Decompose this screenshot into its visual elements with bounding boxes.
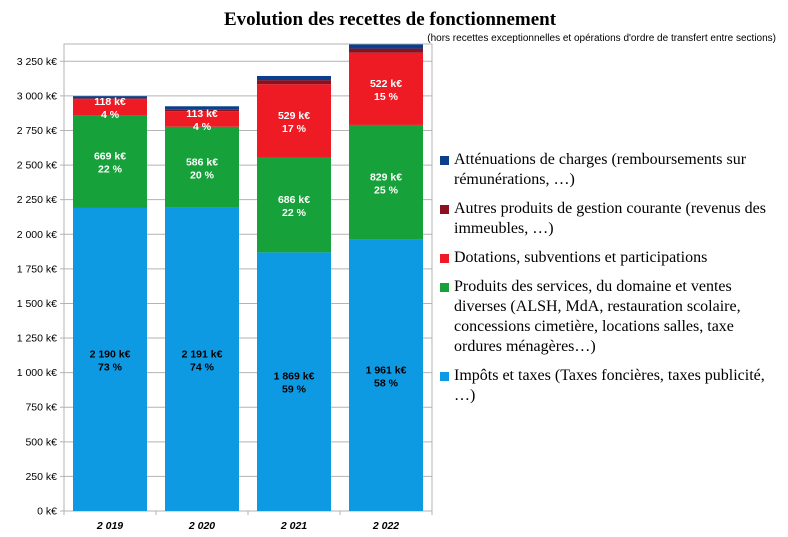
legend-label: Produits des services, du domaine et ven…: [454, 278, 741, 355]
y-tick-label: 0 k€: [37, 506, 57, 518]
data-label-value: 2 190 k€: [90, 348, 131, 360]
legend: Atténuations de charges (remboursements …: [440, 150, 782, 415]
data-label-percent: 58 %: [374, 377, 399, 389]
data-label-percent: 15 %: [374, 91, 399, 103]
bar-segment: [349, 239, 423, 511]
bar-segment: [257, 75, 331, 81]
legend-item: Produits des services, du domaine et ven…: [440, 277, 782, 357]
data-label-value: 586 k€: [186, 156, 218, 168]
data-label-value: 529 k€: [278, 110, 310, 122]
data-label-value: 686 k€: [278, 194, 310, 206]
data-label-value: 829 k€: [370, 171, 402, 183]
bar-segment: [349, 44, 423, 49]
y-tick-label: 2 500 k€: [17, 160, 57, 172]
data-label-value: 2 191 k€: [182, 348, 223, 360]
legend-item: Impôts et taxes (Taxes foncières, taxes …: [440, 366, 782, 406]
y-tick-label: 3 000 k€: [17, 90, 57, 102]
bar-segment: [73, 96, 147, 99]
bar-segment: [165, 111, 239, 127]
data-label-percent: 17 %: [282, 123, 307, 135]
bar-segment: [165, 106, 239, 110]
legend-item: Dotations, subventions et participations: [440, 248, 782, 268]
x-tick-label: 2 019: [96, 520, 123, 532]
data-label-value: 522 k€: [370, 78, 402, 90]
x-tick-label: 2 021: [280, 520, 307, 532]
data-label-percent: 4 %: [193, 121, 212, 133]
bar-segment: [349, 48, 423, 53]
legend-swatch: [440, 283, 449, 292]
bar-segment: [73, 99, 147, 116]
legend-label: Impôts et taxes (Taxes foncières, taxes …: [454, 367, 765, 404]
legend-swatch: [440, 156, 449, 165]
x-tick-label: 2 022: [372, 520, 399, 532]
legend-item: Atténuations de charges (remboursements …: [440, 150, 782, 190]
y-tick-label: 1 000 k€: [17, 367, 57, 379]
data-label-percent: 73 %: [98, 361, 123, 373]
bar-segment: [73, 98, 147, 100]
legend-label: Autres produits de gestion courante (rev…: [454, 200, 766, 237]
legend-swatch: [440, 205, 449, 214]
y-tick-label: 1 250 k€: [17, 333, 57, 345]
legend-swatch: [440, 254, 449, 263]
bar-segment: [73, 207, 147, 512]
y-tick-label: 250 k€: [25, 471, 57, 483]
data-label-value: 113 k€: [186, 108, 218, 120]
data-label-percent: 74 %: [190, 361, 215, 373]
legend-label: Atténuations de charges (remboursements …: [454, 151, 747, 188]
y-tick-label: 2 000 k€: [17, 229, 57, 241]
chart-subtitle: (hors recettes exceptionnelles et opérat…: [427, 33, 776, 44]
bar-segment: [349, 52, 423, 125]
legend-label: Dotations, subventions et participations: [454, 249, 708, 266]
bar-segment: [165, 109, 239, 112]
bar-segment: [257, 252, 331, 511]
data-label-percent: 25 %: [374, 184, 399, 196]
bar-segment: [349, 124, 423, 240]
data-label-value: 118 k€: [94, 96, 126, 108]
legend-swatch: [440, 372, 449, 381]
bar-segment: [257, 84, 331, 158]
bar-segment: [257, 80, 331, 85]
legend-item: Autres produits de gestion courante (rev…: [440, 199, 782, 239]
y-tick-label: 1 750 k€: [17, 263, 57, 275]
bar-segment: [73, 115, 147, 208]
data-label-percent: 22 %: [98, 164, 123, 176]
chart-title: Evolution des recettes de fonctionnement: [223, 9, 557, 30]
bar-segment: [165, 126, 239, 208]
data-label-value: 669 k€: [94, 151, 126, 163]
data-label-percent: 4 %: [101, 109, 120, 121]
y-tick-label: 500 k€: [25, 436, 57, 448]
y-tick-label: 1 500 k€: [17, 298, 57, 310]
x-tick-label: 2 020: [188, 520, 215, 532]
data-label-percent: 59 %: [282, 384, 307, 396]
data-label-percent: 20 %: [190, 169, 215, 181]
data-label-value: 1 961 k€: [366, 364, 407, 376]
data-label-percent: 22 %: [282, 207, 307, 219]
bar-segment: [165, 207, 239, 512]
y-tick-label: 2 250 k€: [17, 194, 57, 206]
y-tick-label: 3 250 k€: [17, 56, 57, 68]
y-tick-label: 2 750 k€: [17, 125, 57, 137]
bar-segment: [257, 157, 331, 253]
y-tick-label: 750 k€: [25, 402, 57, 414]
data-label-value: 1 869 k€: [274, 371, 315, 383]
